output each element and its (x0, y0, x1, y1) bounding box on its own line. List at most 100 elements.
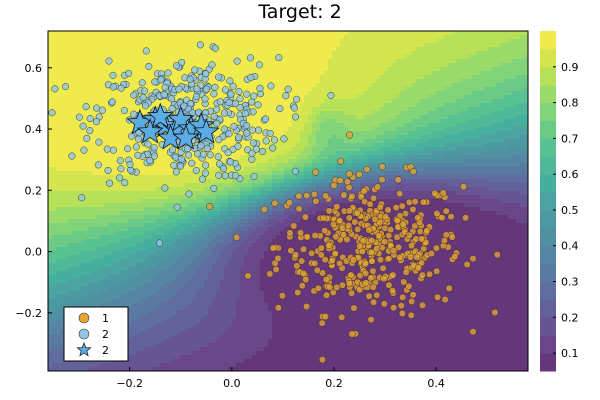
contour-cell (316, 147, 321, 152)
contour-cell (460, 135, 465, 140)
contour-cell (456, 159, 461, 164)
contour-cell (152, 187, 157, 192)
contour-cell (516, 123, 521, 128)
contour-cell (212, 155, 217, 160)
contour-cell (136, 107, 141, 112)
contour-cell (508, 151, 513, 156)
contour-cell (152, 31, 157, 36)
contour-cell (480, 171, 485, 176)
contour-cell (168, 171, 173, 176)
contour-cell (476, 163, 481, 168)
contour-cell (92, 39, 97, 44)
contour-cell (112, 131, 117, 136)
contour-cell (456, 179, 461, 184)
contour-cell (148, 55, 153, 60)
contour-cell (48, 187, 53, 192)
contour-cell (492, 143, 497, 148)
contour-cell (92, 63, 97, 68)
contour-cell (324, 67, 329, 72)
contour-cell (312, 147, 317, 152)
contour-cell (72, 131, 77, 136)
contour-cell (116, 131, 121, 136)
contour-cell (516, 43, 521, 48)
contour-cell (512, 123, 517, 128)
contour-cell (92, 91, 97, 96)
contour-cell (240, 151, 245, 156)
contour-cell (268, 127, 273, 132)
contour-cell (308, 91, 313, 96)
contour-cell (500, 95, 505, 100)
contour-cell (416, 87, 421, 92)
contour-cell (492, 35, 497, 40)
contour-cell (368, 107, 373, 112)
contour-cell (516, 131, 521, 136)
contour-cell (136, 175, 141, 180)
contour-cell (484, 39, 489, 44)
contour-cell (108, 143, 113, 148)
contour-cell (308, 183, 313, 188)
contour-cell (260, 103, 265, 108)
contour-cell (488, 107, 493, 112)
contour-cell (448, 103, 453, 108)
contour-cell (320, 107, 325, 112)
contour-cell (264, 71, 269, 76)
contour-cell (420, 143, 425, 148)
contour-cell (464, 143, 469, 148)
contour-cell (440, 139, 445, 144)
contour-cell (424, 191, 429, 196)
contour-cell (60, 191, 65, 196)
contour-cell (128, 35, 133, 40)
contour-cell (156, 55, 161, 60)
contour-cell (412, 51, 417, 56)
contour-cell (192, 107, 197, 112)
contour-cell (328, 107, 333, 112)
contour-cell (72, 187, 77, 192)
contour-cell (384, 39, 389, 44)
contour-cell (488, 139, 493, 144)
contour-cell (48, 83, 53, 88)
contour-cell (344, 143, 349, 148)
contour-cell (260, 75, 265, 80)
contour-cell (328, 123, 333, 128)
contour-cell (372, 35, 377, 40)
contour-cell (48, 155, 53, 160)
contour-cell (416, 183, 421, 188)
contour-cell (148, 51, 153, 56)
contour-cell (524, 79, 528, 84)
contour-cell (316, 107, 321, 112)
contour-cell (96, 87, 101, 92)
contour-cell (272, 159, 277, 164)
contour-cell (200, 39, 205, 44)
contour-cell (84, 43, 89, 48)
contour-cell (340, 115, 345, 120)
contour-cell (444, 119, 449, 124)
contour-cell (360, 155, 365, 160)
contour-cell (220, 83, 225, 88)
contour-cell (484, 35, 489, 40)
contour-cell (284, 155, 289, 160)
contour-cell (436, 163, 441, 168)
contour-cell (48, 191, 53, 196)
contour-cell (204, 159, 209, 164)
contour-cell (296, 55, 301, 60)
contour-cell (320, 79, 325, 84)
contour-cell (104, 151, 109, 156)
contour-cell (176, 55, 181, 60)
contour-cell (388, 127, 393, 132)
contour-cell (100, 39, 105, 44)
contour-cell (184, 195, 189, 200)
contour-cell (456, 143, 461, 148)
contour-cell (516, 119, 521, 124)
contour-cell (332, 59, 337, 64)
contour-cell (140, 111, 145, 116)
contour-cell (496, 187, 501, 192)
contour-cell (420, 159, 425, 164)
contour-cell (488, 79, 493, 84)
contour-cell (396, 91, 401, 96)
contour-cell (272, 43, 277, 48)
contour-cell (304, 143, 309, 148)
contour-cell (236, 51, 241, 56)
contour-cell (292, 179, 297, 184)
contour-cell (464, 119, 469, 124)
